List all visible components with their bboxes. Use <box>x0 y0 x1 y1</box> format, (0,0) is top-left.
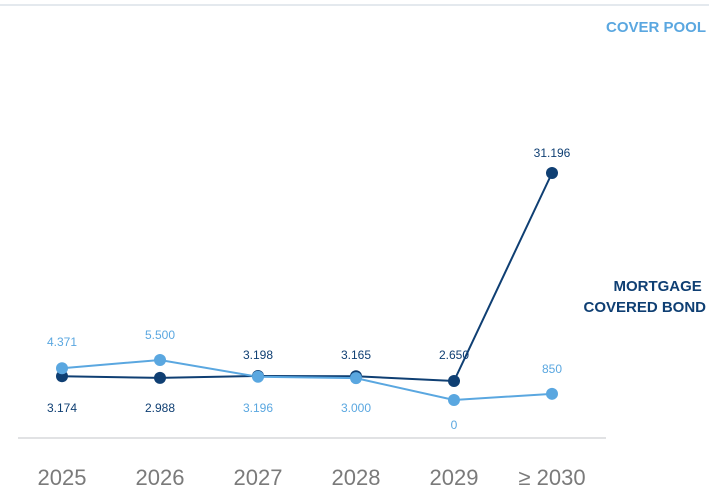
cover-pool-data-label-4: 0 <box>451 418 458 432</box>
mortgage-covered-bond-data-label-1: 2.988 <box>145 401 175 415</box>
cover-pool-data-label-1: 5.500 <box>145 328 175 342</box>
cover-pool-data-label-5: 850 <box>542 362 562 376</box>
mortgage-covered-bond-name-line-2: COVERED BOND <box>583 299 706 316</box>
cover-pool-line <box>61 358 553 402</box>
cover-pool-point-0 <box>56 362 68 375</box>
series-lines <box>61 172 553 402</box>
mortgage-covered-bond-data-label-0: 3.174 <box>47 401 77 415</box>
cover-pool-data-label-2: 3.196 <box>243 401 273 415</box>
mortgage-covered-bond-data-label-2: 3.198 <box>243 348 273 362</box>
x-tick-label-0: 2025 <box>38 465 87 489</box>
mortgage-covered-bond-series-name: MORTGAGE COVERED BOND <box>583 278 706 316</box>
mortgage-covered-bond-name-line-1: MORTGAGE <box>613 278 701 295</box>
x-tick-label-1: 2026 <box>136 465 185 489</box>
mortgage-covered-bond-point-5 <box>546 167 558 179</box>
cover-pool-point-2 <box>252 370 264 383</box>
mortgage-covered-bond-point-1 <box>154 371 166 384</box>
cover-pool-point-1 <box>154 354 166 366</box>
data-labels: 4.371 5.500 3.196 3.000 0 850 3.174 2.988 3.198 3… <box>47 146 571 432</box>
mortgage-covered-bond-point-4 <box>448 375 460 387</box>
mortgage-covered-bond-data-label-4: 2.650 <box>439 348 469 362</box>
cover-pool-data-label-0: 4.371 <box>47 335 77 349</box>
x-tick-label-3: 2028 <box>332 465 381 489</box>
cover-pool-point-3 <box>350 372 362 385</box>
series-points <box>56 167 558 406</box>
cover-pool-point-4 <box>448 394 460 406</box>
mortgage-covered-bond-data-label-3: 3.165 <box>341 348 371 362</box>
cover-pool-data-label-3: 3.000 <box>341 401 371 415</box>
x-tick-label-2: 2027 <box>234 465 283 489</box>
x-tick-label-5: ≥ 2030 <box>518 465 585 489</box>
x-axis-ticks: 2025 2026 2027 2028 2029 ≥ 2030 <box>38 465 586 489</box>
cover-pool-point-5 <box>546 387 558 400</box>
x-tick-label-4: 2029 <box>430 465 479 489</box>
cover-pool-series-name: COVER POOL <box>606 19 706 36</box>
mortgage-covered-bond-data-label-5: 31.196 <box>534 146 571 160</box>
mortgage-covered-bond-line <box>61 172 553 383</box>
